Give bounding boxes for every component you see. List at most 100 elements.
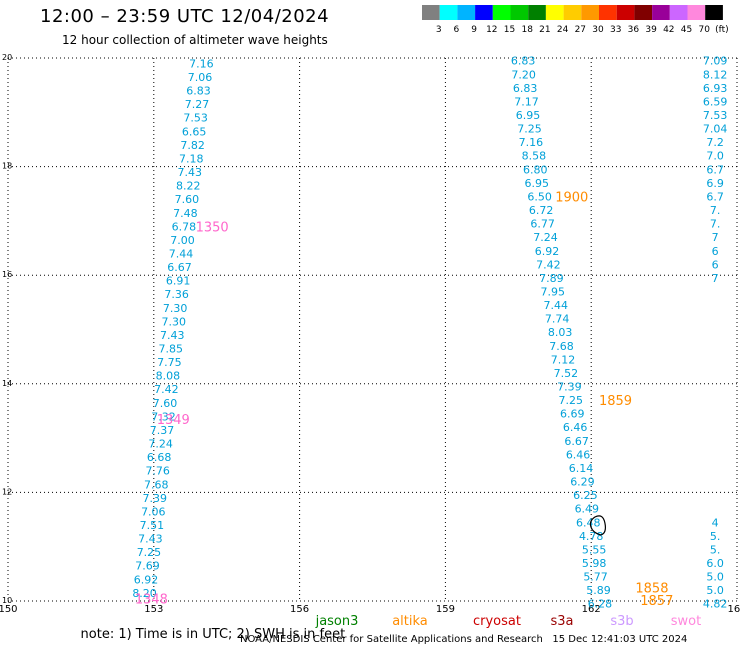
data-label: 6.92 <box>134 573 159 586</box>
data-label: 5.77 <box>583 571 608 584</box>
data-label: 8.08 <box>156 370 181 383</box>
legend-satellite-cryosat: cryosat <box>473 614 521 629</box>
data-label: 7.42 <box>154 383 179 396</box>
x-tick-label: 156 <box>290 604 309 615</box>
data-label: 7.2 <box>706 136 724 149</box>
data-label: 7.25 <box>517 123 542 136</box>
data-label: 7.27 <box>185 98 210 111</box>
data-label: 6.65 <box>182 125 207 138</box>
data-label: 7.12 <box>551 353 576 366</box>
colorbar-label: 36 <box>628 25 640 35</box>
colorbar-label: 45 <box>681 25 692 35</box>
data-label: 8.58 <box>522 150 547 163</box>
legend-satellite-s3b: s3b <box>610 614 633 629</box>
island-outline <box>589 515 607 536</box>
chart-title: 12:00 – 23:59 UTC 12/04/2024 <box>40 6 330 27</box>
colorbar-label: 27 <box>575 25 586 35</box>
time-label: 1900 <box>555 190 588 205</box>
data-label: 7.51 <box>140 519 165 532</box>
colorbar-swatch <box>599 5 617 20</box>
y-tick-label: 12 <box>2 487 12 496</box>
data-label: 7.00 <box>170 234 195 247</box>
data-label: 7.68 <box>549 340 574 353</box>
data-label: 6 <box>712 258 719 271</box>
data-label: 7.53 <box>703 109 728 122</box>
time-label: 1858 <box>635 581 668 596</box>
legend-satellite-s3a: s3a <box>550 614 573 629</box>
colorbar-label: 39 <box>645 25 657 35</box>
colorbar-label: 12 <box>486 25 497 35</box>
time-label: 1857 <box>640 594 673 609</box>
time-label: 1349 <box>157 413 190 428</box>
data-label: 6.80 <box>523 163 548 176</box>
data-label: 6.69 <box>560 408 585 421</box>
data-label: 7.43 <box>160 329 185 342</box>
data-label: 6.29 <box>570 476 595 489</box>
colorbar-label: 21 <box>539 25 550 35</box>
data-label: 6.83 <box>513 82 538 95</box>
note-prefix: note: 1) Time is in UTC; 2) SWH is in fe… <box>80 627 346 642</box>
data-label: 6.77 <box>530 218 555 231</box>
data-label: 4.82 <box>703 598 728 611</box>
data-label: 7.17 <box>514 95 539 108</box>
data-label: 6.83 <box>186 85 211 98</box>
data-label: 7.52 <box>554 367 579 380</box>
data-label: 7 <box>712 272 719 285</box>
colorbar-swatch <box>652 5 670 20</box>
data-label: 6.9 <box>706 177 724 190</box>
data-label: 6.95 <box>516 109 541 122</box>
data-label: 7.76 <box>145 465 170 478</box>
data-label: 5.0 <box>706 584 724 597</box>
data-label: 7.85 <box>159 343 184 356</box>
data-label: 6.59 <box>703 95 728 108</box>
colorbar-label: 18 <box>521 25 533 35</box>
data-label: 7.20 <box>511 68 536 81</box>
data-label: 7.42 <box>536 258 561 271</box>
chart-subtitle: 12 hour collection of altimeter wave hei… <box>62 33 328 47</box>
colorbar-label: 30 <box>592 25 604 35</box>
data-label: 7.95 <box>541 285 566 298</box>
colorbar-label: (ft) <box>715 25 729 35</box>
data-label: 6.28 <box>588 598 613 611</box>
x-tick-label: 153 <box>144 604 163 615</box>
data-label: 7.48 <box>173 207 198 220</box>
data-label: 7.68 <box>144 478 169 491</box>
data-label: 7.43 <box>178 166 203 179</box>
legend-satellite-jason3: jason3 <box>315 614 359 629</box>
data-label: 7.37 <box>150 424 175 437</box>
data-label: 7.24 <box>533 231 558 244</box>
y-tick-label: 20 <box>2 53 12 62</box>
colorbar-swatch <box>439 5 458 20</box>
y-tick-label: 10 <box>2 596 12 605</box>
data-label: 7.39 <box>143 492 168 505</box>
colorbar-swatch <box>545 5 564 20</box>
x-tick-label: 159 <box>436 604 455 615</box>
data-label: 6.0 <box>706 557 724 570</box>
colorbar-swatch <box>492 5 511 20</box>
data-label: 6.91 <box>166 275 191 288</box>
data-label: 7.24 <box>148 438 173 451</box>
data-label: 7.44 <box>543 299 568 312</box>
data-label: 7.16 <box>519 136 544 149</box>
y-tick-label: 16 <box>2 270 12 279</box>
footer-credit: NOAA/NESDIS Center for Satellite Applica… <box>240 634 688 645</box>
data-label: 6.92 <box>535 245 560 258</box>
legend-satellite-swot: swot <box>671 614 701 629</box>
data-label: 7.30 <box>161 315 186 328</box>
data-label: 5.55 <box>582 543 607 556</box>
data-label: 7.89 <box>539 272 564 285</box>
data-label: 6.46 <box>563 421 588 434</box>
data-label: 7.06 <box>141 505 166 518</box>
data-label: 5. <box>710 543 721 556</box>
data-label: 6.25 <box>573 489 598 502</box>
data-label: 6.50 <box>527 190 552 203</box>
data-label: 8.22 <box>176 180 201 193</box>
data-label: 7.44 <box>169 247 194 260</box>
colorbar-label: 33 <box>610 25 621 35</box>
data-label: 7.16 <box>189 57 214 70</box>
colorbar-swatch <box>616 5 635 20</box>
data-label: 7.75 <box>157 356 182 369</box>
data-label: 7 <box>712 231 719 244</box>
